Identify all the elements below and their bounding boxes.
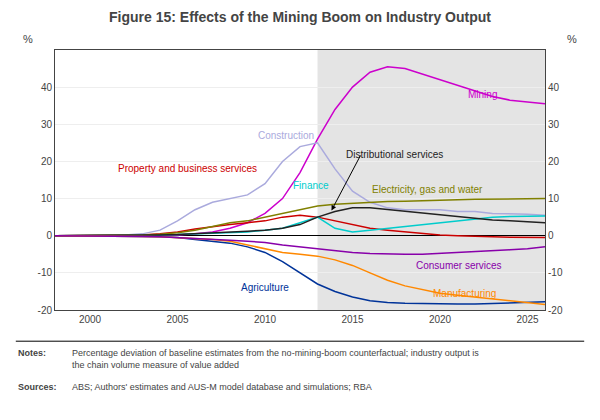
svg-text:Finance: Finance: [293, 180, 329, 191]
svg-text:Sources:: Sources:: [18, 382, 57, 392]
svg-text:Property and business services: Property and business services: [118, 163, 257, 174]
svg-text:10: 10: [548, 193, 560, 204]
svg-text:Figure 15: Effects of the Mini: Figure 15: Effects of the Mining Boom on…: [109, 9, 491, 25]
svg-text:2020: 2020: [429, 314, 452, 325]
svg-text:-20: -20: [548, 305, 563, 316]
svg-text:20: 20: [41, 156, 53, 167]
svg-text:2015: 2015: [341, 314, 364, 325]
svg-text:%: %: [23, 33, 33, 45]
svg-text:2025: 2025: [516, 314, 539, 325]
svg-text:ABS; Authors' estimates and AU: ABS; Authors' estimates and AUS-M model …: [72, 382, 372, 392]
svg-text:Notes:: Notes:: [18, 348, 46, 358]
svg-text:Percentage deviation of baseli: Percentage deviation of baseline estimat…: [72, 348, 479, 370]
svg-text:Distributional services: Distributional services: [346, 149, 443, 160]
svg-text:0: 0: [46, 230, 52, 241]
svg-text:40: 40: [548, 82, 560, 93]
svg-text:Mining: Mining: [468, 89, 497, 100]
svg-text:Construction: Construction: [258, 130, 314, 141]
svg-text:10: 10: [41, 193, 53, 204]
svg-text:Manufacturing: Manufacturing: [433, 288, 496, 299]
svg-text:0: 0: [548, 230, 554, 241]
svg-text:2005: 2005: [166, 314, 189, 325]
svg-text:30: 30: [41, 119, 53, 130]
svg-text:2000: 2000: [79, 314, 102, 325]
svg-text:20: 20: [548, 156, 560, 167]
svg-text:%: %: [567, 33, 577, 45]
svg-text:-20: -20: [38, 305, 53, 316]
svg-text:2010: 2010: [254, 314, 277, 325]
svg-text:-10: -10: [548, 267, 563, 278]
svg-text:40: 40: [41, 82, 53, 93]
svg-text:-10: -10: [38, 267, 53, 278]
svg-text:30: 30: [548, 119, 560, 130]
svg-text:Electricity, gas and water: Electricity, gas and water: [372, 184, 483, 195]
svg-text:Consumer services: Consumer services: [416, 260, 502, 271]
svg-text:Agriculture: Agriculture: [241, 282, 289, 293]
